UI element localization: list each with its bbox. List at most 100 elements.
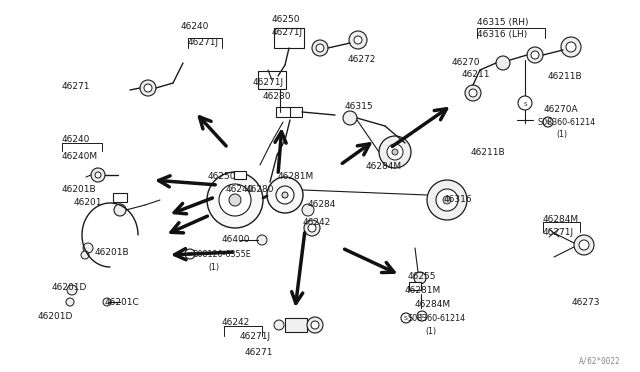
Text: 46211: 46211 — [462, 70, 490, 79]
Circle shape — [316, 44, 324, 52]
Text: (1): (1) — [425, 327, 436, 336]
Circle shape — [527, 47, 543, 63]
Circle shape — [443, 196, 451, 204]
Circle shape — [114, 204, 126, 216]
Bar — [258, 71, 286, 89]
Text: 46201B: 46201B — [62, 185, 97, 194]
Text: 46240: 46240 — [181, 22, 209, 31]
Circle shape — [496, 56, 510, 70]
Circle shape — [311, 321, 319, 329]
Circle shape — [83, 243, 93, 253]
Text: 46250: 46250 — [208, 172, 237, 181]
Text: 46270A: 46270A — [544, 105, 579, 114]
Circle shape — [543, 117, 553, 127]
Text: 46271J: 46271J — [240, 332, 271, 341]
Text: (1): (1) — [208, 263, 219, 272]
Bar — [274, 28, 304, 48]
Text: 46201C: 46201C — [105, 298, 140, 307]
Text: 46240: 46240 — [62, 135, 90, 144]
Circle shape — [531, 51, 539, 59]
Bar — [288, 107, 302, 117]
Text: 46201D: 46201D — [52, 283, 88, 292]
Circle shape — [308, 224, 316, 232]
Text: 46280: 46280 — [263, 92, 291, 101]
Text: 46240: 46240 — [226, 185, 254, 194]
Circle shape — [81, 251, 89, 259]
Text: 46211B: 46211B — [548, 72, 582, 81]
Circle shape — [219, 184, 251, 216]
Circle shape — [304, 220, 320, 236]
Circle shape — [401, 313, 411, 323]
Circle shape — [95, 172, 101, 178]
Circle shape — [66, 298, 74, 306]
Text: 46284M: 46284M — [366, 162, 402, 171]
Circle shape — [379, 136, 411, 168]
Text: 46316: 46316 — [444, 195, 472, 204]
Text: 46284: 46284 — [308, 200, 337, 209]
Text: A/62*0022: A/62*0022 — [579, 356, 620, 365]
Circle shape — [185, 249, 195, 259]
Text: 46242: 46242 — [303, 218, 332, 227]
Circle shape — [354, 36, 362, 44]
Text: 46315: 46315 — [345, 102, 374, 111]
Circle shape — [282, 192, 288, 198]
Text: (1): (1) — [556, 130, 567, 139]
Circle shape — [465, 85, 481, 101]
Text: 46250: 46250 — [272, 15, 301, 24]
Text: 46242: 46242 — [222, 318, 250, 327]
Circle shape — [427, 180, 467, 220]
Circle shape — [414, 272, 426, 284]
Text: 46240M: 46240M — [62, 152, 98, 161]
Circle shape — [302, 204, 314, 216]
Text: 46270: 46270 — [452, 58, 481, 67]
Circle shape — [566, 42, 576, 52]
Text: 46316 (LH): 46316 (LH) — [477, 30, 527, 39]
Circle shape — [392, 149, 398, 155]
Circle shape — [144, 84, 152, 92]
Text: 46400: 46400 — [222, 235, 250, 244]
Text: 46255: 46255 — [408, 272, 436, 281]
Circle shape — [436, 189, 458, 211]
Circle shape — [417, 311, 427, 321]
Text: 46271J: 46271J — [188, 38, 219, 47]
Circle shape — [574, 235, 594, 255]
Text: B: B — [188, 253, 192, 257]
Text: 46272: 46272 — [348, 55, 376, 64]
Text: B08120-6355E: B08120-6355E — [192, 250, 251, 259]
Bar — [234, 171, 246, 179]
Circle shape — [518, 96, 532, 110]
Text: 46284M: 46284M — [543, 215, 579, 224]
Text: 46280: 46280 — [246, 185, 275, 194]
Circle shape — [561, 37, 581, 57]
Text: 46273: 46273 — [572, 298, 600, 307]
Text: S: S — [546, 121, 550, 125]
Text: S: S — [404, 317, 408, 321]
Text: 46281M: 46281M — [278, 172, 314, 181]
Bar — [276, 107, 290, 117]
Text: 46271J: 46271J — [253, 78, 284, 87]
Text: 46271J: 46271J — [272, 28, 303, 37]
Circle shape — [469, 89, 477, 97]
Circle shape — [140, 80, 156, 96]
Text: S: S — [524, 102, 527, 106]
Circle shape — [207, 172, 263, 228]
Circle shape — [274, 320, 284, 330]
Circle shape — [307, 317, 323, 333]
Text: 46201: 46201 — [74, 198, 102, 207]
Circle shape — [257, 235, 267, 245]
Text: S08360-61214: S08360-61214 — [408, 314, 466, 323]
Circle shape — [343, 111, 357, 125]
Circle shape — [67, 285, 77, 295]
Circle shape — [267, 177, 303, 213]
Circle shape — [103, 298, 111, 306]
Text: 46271: 46271 — [62, 82, 90, 91]
Text: 46201B: 46201B — [95, 248, 130, 257]
Circle shape — [579, 240, 589, 250]
Circle shape — [91, 168, 105, 182]
Text: 46211B: 46211B — [471, 148, 506, 157]
Circle shape — [229, 194, 241, 206]
Text: 46271J: 46271J — [543, 228, 574, 237]
Circle shape — [312, 40, 328, 56]
Text: 46315 (RH): 46315 (RH) — [477, 18, 529, 27]
Text: 46284M: 46284M — [415, 300, 451, 309]
